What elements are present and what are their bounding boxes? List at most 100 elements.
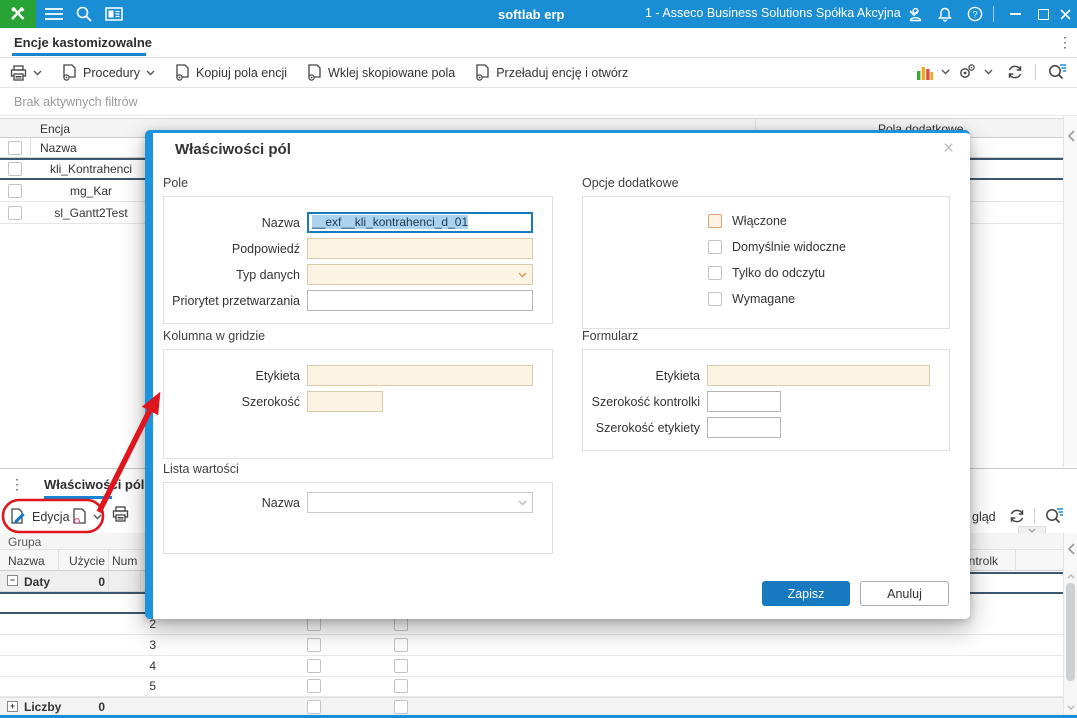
form-szerokosc-etykiety-input[interactable] [707, 417, 781, 438]
cancel-button[interactable]: Anuluj [860, 581, 949, 606]
scrollbar-thumb[interactable] [1066, 583, 1075, 681]
row-checkbox[interactable] [394, 700, 408, 714]
app-logo[interactable] [0, 0, 36, 28]
print-button[interactable] [10, 64, 42, 81]
refresh-icon[interactable] [1008, 507, 1026, 525]
row-checkbox[interactable] [394, 679, 408, 693]
selected-field-row-right[interactable] [952, 572, 1063, 594]
form-szerokosc-kontrolki-input[interactable] [707, 391, 781, 412]
chevron-down-icon[interactable] [941, 69, 950, 75]
settings-gears-icon[interactable] [957, 63, 977, 81]
row-checkbox[interactable] [307, 638, 321, 652]
field-label-podpowiedz: Podpowiedź [231, 242, 300, 256]
lista-nazwa-select[interactable] [307, 492, 533, 513]
hamburger-menu-icon[interactable] [42, 2, 66, 26]
collapse-group-icon[interactable]: − [7, 575, 18, 586]
row-checkbox[interactable] [307, 700, 321, 714]
col-uzycie[interactable]: Użycie [68, 554, 105, 568]
col-numer-truncated[interactable]: Num [112, 554, 138, 568]
chart-icon[interactable] [916, 63, 934, 81]
close-window-button[interactable] [1050, 2, 1077, 26]
wlaczone-checkbox[interactable] [708, 214, 722, 228]
toolbar-divider [1034, 508, 1035, 524]
section-opcje-label: Opcje dodatkowe [582, 176, 679, 190]
table-row[interactable]: 5 [0, 677, 1063, 697]
save-button-label: Zapisz [787, 586, 825, 601]
filter-search-icon[interactable] [1047, 63, 1067, 81]
expand-group-icon[interactable]: + [7, 701, 18, 712]
filter-search-icon[interactable] [1044, 507, 1064, 525]
refresh-icon[interactable] [1006, 63, 1024, 81]
copy-entity-fields-button[interactable]: Kopiuj pola encji [175, 64, 287, 81]
checkbox-row[interactable]: Włączone [708, 214, 787, 228]
toolbar-divider [1035, 64, 1036, 80]
company-selector[interactable]: 1 - Asseco Business Solutions Spółka Akc… [645, 6, 919, 20]
section-opcje-box [582, 196, 950, 329]
row-checkbox[interactable] [8, 162, 22, 176]
row-checkbox[interactable] [394, 638, 408, 652]
grid-etykieta-input[interactable] [307, 365, 533, 386]
checkbox-label: Tylko do odczytu [732, 266, 826, 280]
row-checkbox[interactable] [307, 659, 321, 673]
row-checkbox[interactable] [307, 617, 321, 631]
row-checkbox[interactable] [394, 617, 408, 631]
panel-menu-icon[interactable]: ⋮ [10, 476, 24, 492]
print-button[interactable] [112, 506, 129, 522]
checkbox-row[interactable]: Tylko do odczytu [708, 266, 825, 280]
help-icon[interactable]: ? [963, 2, 987, 26]
reload-entity-button[interactable]: Przeładuj encję i otwórz [475, 64, 628, 81]
group-row-liczby[interactable]: + Liczby 0 [0, 697, 1063, 715]
tab-overflow-menu-icon[interactable]: ⋮ [1058, 34, 1072, 50]
table-row[interactable]: 4 [0, 656, 1063, 677]
col-nazwa[interactable]: Nazwa [8, 554, 45, 568]
row-checkbox[interactable] [8, 206, 22, 220]
priorytet-input[interactable] [307, 290, 533, 311]
vertical-scrollbar[interactable] [1063, 571, 1077, 715]
paste-copied-fields-button[interactable]: Wklej skopiowane pola [307, 64, 455, 81]
tools-icon [10, 6, 26, 22]
document-info-button[interactable]: i [72, 508, 102, 525]
nazwa-input[interactable]: __exf__kli_kontrahenci_d_01 [307, 212, 533, 233]
col-nazwa[interactable]: Nazwa [40, 141, 77, 155]
row-checkbox[interactable] [307, 679, 321, 693]
notifications-bell-icon[interactable] [933, 2, 957, 26]
user-icon[interactable] [903, 2, 927, 26]
search-icon[interactable] [72, 2, 96, 26]
group-name: Liczby [24, 700, 62, 714]
field-label-nazwa: Nazwa [261, 496, 300, 510]
domyslnie-widoczne-checkbox[interactable] [708, 240, 722, 254]
right-panel-collapse-strip[interactable] [1063, 116, 1077, 467]
podpowiedz-input[interactable] [307, 238, 533, 259]
procedures-button[interactable]: Procedury [62, 64, 155, 81]
svg-text:?: ? [972, 9, 977, 19]
checkbox-row[interactable]: Domyślnie widoczne [708, 240, 846, 254]
news-card-icon[interactable] [102, 2, 126, 26]
right-panel-collapse-strip[interactable] [1063, 533, 1077, 571]
checkbox-label: Wymagane [732, 292, 796, 306]
tylko-do-odczytu-checkbox[interactable] [708, 266, 722, 280]
tab-encje-kastomizowalne[interactable]: Encje kastomizowalne [14, 35, 152, 50]
edit-button-label: Edycja [32, 509, 70, 524]
wymagane-checkbox[interactable] [708, 292, 722, 306]
field-label-etykieta: Etykieta [655, 369, 700, 383]
row-checkbox[interactable] [394, 659, 408, 673]
select-all-checkbox[interactable] [8, 141, 22, 155]
checkbox-row[interactable]: Wymagane [708, 292, 795, 306]
grid-szerokosc-input[interactable] [307, 391, 383, 412]
field-label-szerokosc-etykiety: Szerokość etykiety [595, 421, 700, 435]
dialog-close-icon[interactable]: × [943, 138, 955, 159]
table-row[interactable]: 3 [0, 635, 1063, 656]
col-group-encja[interactable]: Encja [40, 122, 71, 136]
tab-wlasciwosci-pol[interactable]: Właściwości pól [44, 477, 145, 492]
typ-danych-select[interactable] [307, 264, 533, 285]
edit-button[interactable]: Edycja [10, 508, 70, 525]
chevron-down-icon[interactable] [984, 69, 993, 75]
preview-button-partial[interactable]: gląd [972, 510, 996, 524]
form-etykieta-input[interactable] [707, 365, 930, 386]
procedures-label: Procedury [83, 65, 140, 80]
minimize-button[interactable] [1000, 2, 1030, 26]
row-checkbox[interactable] [8, 184, 22, 198]
paste-copied-fields-label: Wklej skopiowane pola [328, 65, 456, 80]
maximize-button[interactable] [1028, 2, 1058, 26]
save-button[interactable]: Zapisz [762, 581, 850, 606]
